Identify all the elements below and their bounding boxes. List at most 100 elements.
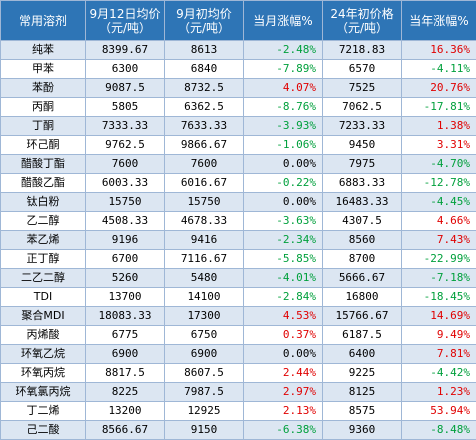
price-sep12-cell: 6003.33: [86, 174, 165, 193]
month-change-cell: -7.89%: [244, 60, 323, 79]
price-sep12-cell: 18083.33: [86, 307, 165, 326]
price-2024-start-cell: 9225: [323, 364, 402, 383]
price-sep-start-cell: 8732.5: [165, 79, 244, 98]
month-change-cell: -6.38%: [244, 421, 323, 440]
price-sep12-cell: 8566.67: [86, 421, 165, 440]
month-change-cell: -5.85%: [244, 250, 323, 269]
product-name-cell: 丙烯酸: [1, 326, 86, 345]
price-2024-start-cell: 8700: [323, 250, 402, 269]
price-2024-start-cell: 4307.5: [323, 212, 402, 231]
price-2024-start-cell: 6187.5: [323, 326, 402, 345]
price-2024-start-cell: 9360: [323, 421, 402, 440]
price-sep12-cell: 9762.5: [86, 136, 165, 155]
price-sep12-cell: 6300: [86, 60, 165, 79]
price-sep-start-cell: 6900: [165, 345, 244, 364]
product-name-cell: 丙酮: [1, 98, 86, 117]
header-row: 常用溶剂 9月12日均价（元/吨） 9月初均价（元/吨） 当月涨幅% 24年初价…: [1, 1, 476, 41]
price-sep-start-cell: 6750: [165, 326, 244, 345]
ytd-change-cell: 4.66%: [402, 212, 476, 231]
price-sep-start-cell: 4678.33: [165, 212, 244, 231]
ytd-change-cell: -4.45%: [402, 193, 476, 212]
ytd-change-cell: 16.36%: [402, 41, 476, 60]
ytd-change-cell: 3.31%: [402, 136, 476, 155]
month-change-cell: 0.37%: [244, 326, 323, 345]
price-sep12-cell: 4508.33: [86, 212, 165, 231]
header-month-change: 当月涨幅%: [244, 1, 323, 41]
month-change-cell: 4.53%: [244, 307, 323, 326]
month-change-cell: 2.97%: [244, 383, 323, 402]
ytd-change-cell: 7.43%: [402, 231, 476, 250]
price-2024-start-cell: 6400: [323, 345, 402, 364]
price-sep-start-cell: 9416: [165, 231, 244, 250]
price-sep-start-cell: 6362.5: [165, 98, 244, 117]
price-sep-start-cell: 7600: [165, 155, 244, 174]
price-sep12-cell: 9087.5: [86, 79, 165, 98]
ytd-change-cell: -7.18%: [402, 269, 476, 288]
price-sep-start-cell: 9150: [165, 421, 244, 440]
ytd-change-cell: -8.48%: [402, 421, 476, 440]
product-name-cell: 醋酸丁酯: [1, 155, 86, 174]
month-change-cell: 0.00%: [244, 345, 323, 364]
month-change-cell: 4.07%: [244, 79, 323, 98]
price-sep12-cell: 8817.5: [86, 364, 165, 383]
month-change-cell: -2.84%: [244, 288, 323, 307]
ytd-change-cell: -22.99%: [402, 250, 476, 269]
product-name-cell: 环氧丙烷: [1, 364, 86, 383]
ytd-change-cell: -18.45%: [402, 288, 476, 307]
product-name-cell: 醋酸乙酯: [1, 174, 86, 193]
product-name-cell: 纯苯: [1, 41, 86, 60]
price-sep-start-cell: 7987.5: [165, 383, 244, 402]
ytd-change-cell: -12.78%: [402, 174, 476, 193]
price-2024-start-cell: 16800: [323, 288, 402, 307]
price-2024-start-cell: 6570: [323, 60, 402, 79]
price-sep-start-cell: 6016.67: [165, 174, 244, 193]
product-name-cell: TDI: [1, 288, 86, 307]
price-sep-start-cell: 7116.67: [165, 250, 244, 269]
product-name-cell: 正丁醇: [1, 250, 86, 269]
product-name-cell: 甲苯: [1, 60, 86, 79]
price-2024-start-cell: 7525: [323, 79, 402, 98]
price-sep12-cell: 7333.33: [86, 117, 165, 136]
price-sep12-cell: 8399.67: [86, 41, 165, 60]
ytd-change-cell: 1.23%: [402, 383, 476, 402]
price-2024-start-cell: 8560: [323, 231, 402, 250]
month-change-cell: -4.01%: [244, 269, 323, 288]
product-name-cell: 丁酮: [1, 117, 86, 136]
price-2024-start-cell: 15766.67: [323, 307, 402, 326]
price-2024-start-cell: 8125: [323, 383, 402, 402]
ytd-change-cell: 20.76%: [402, 79, 476, 98]
price-sep12-cell: 7600: [86, 155, 165, 174]
price-sep12-cell: 6700: [86, 250, 165, 269]
price-2024-start-cell: 9450: [323, 136, 402, 155]
price-sep-start-cell: 8613: [165, 41, 244, 60]
price-sep-start-cell: 7633.33: [165, 117, 244, 136]
product-name-cell: 己二酸: [1, 421, 86, 440]
price-sep12-cell: 13700: [86, 288, 165, 307]
price-sep12-cell: 9196: [86, 231, 165, 250]
price-sep-start-cell: 8607.5: [165, 364, 244, 383]
price-sep12-cell: 8225: [86, 383, 165, 402]
price-sep12-cell: 6775: [86, 326, 165, 345]
price-sep-start-cell: 6840: [165, 60, 244, 79]
month-change-cell: -2.34%: [244, 231, 323, 250]
month-change-cell: -3.63%: [244, 212, 323, 231]
header-price-sep12: 9月12日均价（元/吨）: [86, 1, 165, 41]
ytd-change-cell: 1.38%: [402, 117, 476, 136]
product-name-cell: 钛白粉: [1, 193, 86, 212]
price-sep12-cell: 5260: [86, 269, 165, 288]
price-sep-start-cell: 15750: [165, 193, 244, 212]
header-ytd-change: 当年涨幅%: [402, 1, 476, 41]
product-name-cell: 乙二醇: [1, 212, 86, 231]
header-price-sep-start: 9月初均价（元/吨）: [165, 1, 244, 41]
